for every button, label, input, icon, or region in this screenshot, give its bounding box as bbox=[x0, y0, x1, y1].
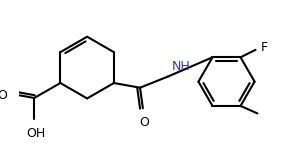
Text: OH: OH bbox=[27, 127, 46, 140]
Text: NH: NH bbox=[172, 60, 191, 73]
Text: O: O bbox=[0, 89, 7, 102]
Text: O: O bbox=[139, 116, 149, 129]
Text: F: F bbox=[261, 41, 268, 54]
